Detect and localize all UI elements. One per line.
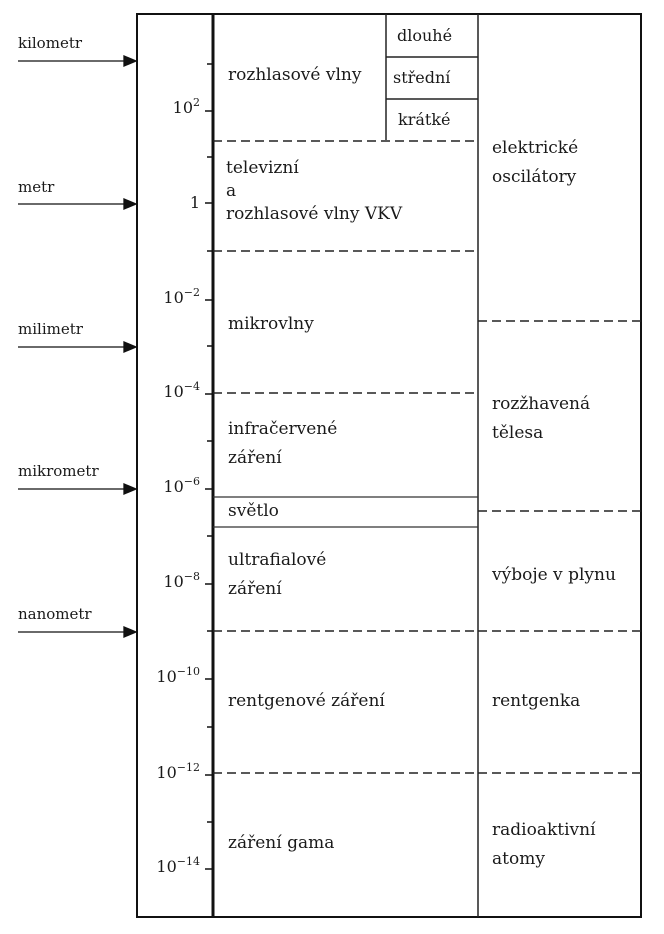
unit-label-metr: metr [18, 178, 55, 196]
tick-label: 10−12 [156, 761, 200, 782]
source-radioactive-atoms: radioaktivní atomy [492, 820, 596, 869]
unit-label-nanometr: nanometr [18, 605, 92, 623]
tick-label: 102 [172, 96, 200, 117]
unit-label-mikrometr: mikrometr [18, 462, 99, 480]
region-light: světlo [228, 501, 279, 521]
source-gas-discharge: výboje v plynu [492, 565, 616, 585]
tick-label: 10−4 [163, 380, 200, 401]
tick-label: 1 [189, 193, 200, 212]
region-tv: televizní a rozhlasové vlny VKV [226, 158, 403, 224]
tick-label: 10−14 [156, 855, 200, 876]
region-radio-short: krátké [398, 110, 451, 129]
source-electric-oscillators: elektrické oscilátory [492, 138, 579, 187]
unit-arrows [18, 55, 138, 638]
frame [136, 13, 642, 918]
unit-label-kilometr: kilometr [18, 34, 83, 52]
tick-label: 10−8 [163, 570, 200, 591]
region-radio-long: dlouhé [397, 26, 453, 45]
tick-label: 10−10 [156, 665, 200, 686]
region-ultraviolet: ultrafialové záření [228, 550, 327, 599]
region-infrared: infračervené záření [228, 419, 338, 468]
scale-ticks [205, 63, 213, 870]
region-radio-medium: střední [393, 68, 451, 87]
region-gamma: záření gama [228, 833, 335, 853]
tick-label: 10−2 [163, 286, 200, 307]
tick-label: 10−6 [163, 475, 200, 496]
region-microwaves: mikrovlny [228, 314, 314, 334]
region-radio: rozhlasové vlny [228, 65, 362, 85]
region-xray: rentgenové záření [228, 691, 385, 711]
source-xray-tube: rentgenka [492, 691, 581, 711]
source-hot-bodies: rozžhavená tělesa [492, 394, 591, 443]
unit-label-milimetr: milimetr [18, 320, 83, 338]
